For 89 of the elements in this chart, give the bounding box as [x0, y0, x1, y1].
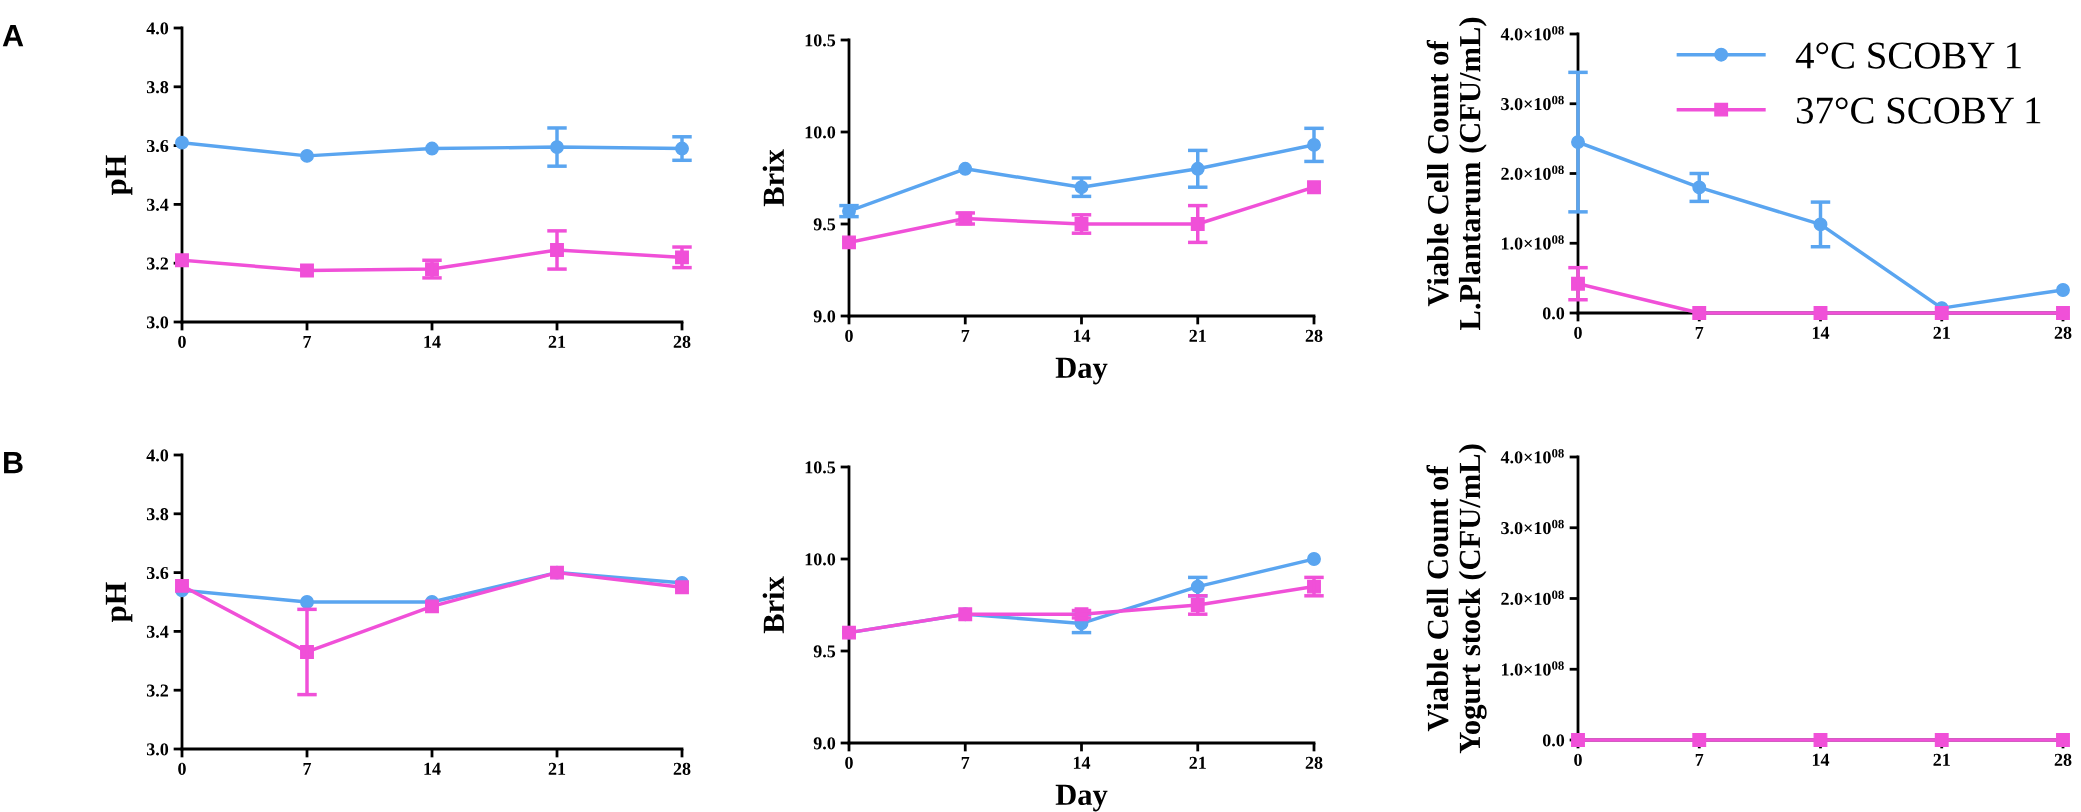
y-tick-label: 3.6	[146, 566, 169, 580]
point	[1813, 306, 1828, 320]
point	[1934, 306, 1949, 320]
y-tick-label: 0.0	[1542, 307, 1565, 320]
y-tick-label: 10.5	[805, 461, 836, 474]
y-axis-title: Brix	[762, 149, 784, 207]
x-tick-label: 28	[673, 335, 691, 348]
x-tick-label: 14	[424, 335, 441, 348]
y-tick-label: 9.5	[813, 218, 836, 231]
x-tick-label: 7	[961, 329, 970, 342]
x-tick-label: 14	[1812, 326, 1830, 339]
y-tick-label: 3.0×10$^{08}$	[1501, 95, 1564, 111]
point	[1307, 552, 1321, 566]
x-axis-title: Day	[1055, 357, 1108, 385]
point	[300, 263, 314, 278]
x-tick-label: 0	[178, 335, 186, 348]
y-tick-label: 4.0	[146, 449, 169, 462]
y-axis-title: Viable Cell Count of L.Plantarum (CFU/mL)	[1426, 17, 1487, 330]
x-tick-label: 0	[1574, 326, 1582, 339]
text: B	[4, 452, 23, 474]
point	[175, 578, 189, 593]
point	[175, 135, 189, 150]
x-tick-label: 21	[548, 762, 566, 775]
y-tick-label: 3.2	[146, 257, 169, 270]
y-tick-label: 3.2	[146, 684, 169, 697]
y-tick-label: 9.0	[813, 737, 836, 750]
x-tick-label: 28	[1305, 756, 1323, 769]
y-tick-label: 3.0×10$^{08}$	[1501, 519, 1564, 535]
y-tick-label: 2.0×10$^{08}$	[1501, 590, 1564, 605]
x-tick-label: 7	[1695, 326, 1704, 339]
x-tick-label: 28	[673, 762, 691, 775]
x-tick-label: 14	[1812, 753, 1830, 766]
y-tick-label: 3.8	[146, 81, 169, 94]
x-tick-label: 28	[1305, 329, 1323, 342]
legend-label: 4°C SCOBY 1	[1795, 42, 2021, 69]
legend-label: 37°C SCOBY 1	[1796, 97, 2041, 124]
x-tick-label: 14	[424, 762, 441, 775]
x-tick-label: 7	[303, 762, 312, 775]
y-tick-label: 9.0	[813, 310, 836, 323]
point	[675, 580, 689, 595]
text: A	[2, 25, 24, 47]
x-tick-label: 14	[1073, 756, 1091, 769]
y-tick-label: 10.0	[805, 126, 836, 139]
y-tick-label: 1.0×10$^{08}$	[1501, 235, 1564, 250]
x-axis-title: Day	[1055, 784, 1108, 812]
point	[958, 161, 973, 176]
y-tick-label: 9.5	[813, 645, 836, 658]
point	[175, 253, 189, 268]
x-tick-label: 0	[845, 756, 853, 769]
point	[1692, 306, 1707, 320]
y-tick-label: 2.0×10$^{08}$	[1501, 165, 1564, 180]
y-tick-label: 3.4	[146, 198, 169, 211]
y-tick-label: 10.5	[805, 34, 836, 47]
x-tick-label: 7	[303, 335, 312, 348]
x-tick-label: 21	[1933, 326, 1950, 339]
x-tick-label: 7	[961, 756, 970, 769]
point	[2056, 283, 2070, 297]
point	[425, 599, 439, 614]
y-tick-label: 3.0	[146, 743, 169, 756]
point	[300, 148, 314, 163]
y-tick-label: 3.8	[146, 508, 169, 521]
x-tick-label: 21	[1189, 329, 1206, 342]
y-axis-title: pH	[105, 155, 133, 195]
y-tick-label: 0.0	[1542, 734, 1565, 747]
x-tick-label: 28	[2054, 753, 2072, 766]
y-axis-title: Viable Cell Count of Yogurt stock (CFU/mL)	[1426, 444, 1487, 754]
point	[842, 235, 856, 250]
y-axis-title: Brix	[762, 576, 784, 634]
point	[425, 141, 439, 156]
y-tick-label: 3.4	[146, 625, 169, 638]
y-tick-label: 3.6	[146, 139, 169, 153]
y-tick-label: 1.0×10$^{08}$	[1501, 661, 1564, 676]
x-tick-label: 21	[1933, 753, 1950, 766]
y-tick-label: 4.0×10$^{08}$	[1500, 26, 1564, 41]
y-tick-label: 10.0	[805, 553, 836, 566]
y-axis-title: pH	[105, 582, 133, 622]
x-tick-label: 28	[2054, 326, 2072, 339]
y-tick-label: 3.0	[146, 316, 169, 329]
y-tick-label: 4.0	[146, 22, 169, 35]
x-tick-label: 0	[178, 762, 186, 775]
x-tick-label: 21	[548, 335, 566, 348]
x-tick-label: 7	[1695, 753, 1704, 766]
y-tick-label: 4.0×10$^{08}$	[1500, 449, 1564, 464]
x-tick-label: 14	[1073, 329, 1091, 342]
x-tick-label: 21	[1189, 756, 1206, 769]
x-tick-label: 0	[845, 329, 853, 342]
point	[300, 595, 314, 609]
x-tick-label: 0	[1574, 753, 1582, 766]
point	[1307, 180, 1321, 195]
